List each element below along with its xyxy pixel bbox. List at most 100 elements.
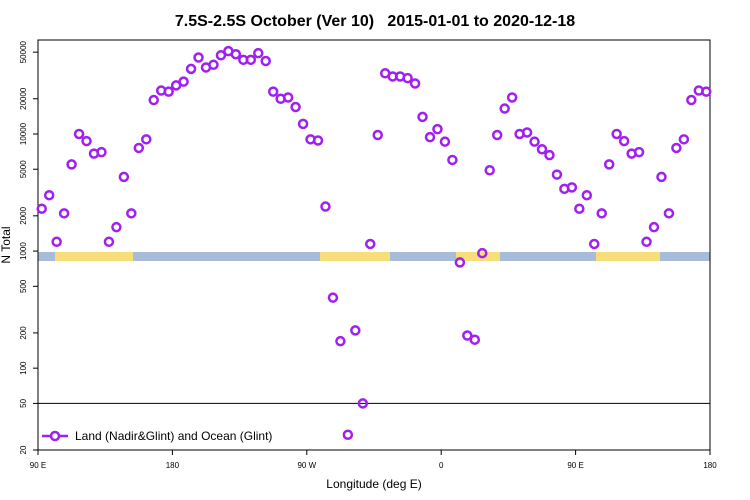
- data-point: [365, 238, 376, 250]
- data-point: [193, 52, 204, 63]
- data-point: [327, 292, 339, 303]
- y-tick-label: 1000: [19, 242, 28, 260]
- y-tick-label: 10000: [19, 122, 28, 145]
- x-tick-label: 180: [703, 461, 717, 470]
- data-point: [36, 203, 47, 214]
- data-point: [43, 189, 55, 201]
- x-tick-label: 90 E: [30, 461, 46, 470]
- data-point: [148, 94, 159, 106]
- legend: Land (Nadir&Glint) and Ocean (Glint): [42, 429, 272, 443]
- data-point: [357, 398, 369, 409]
- land-ocean-strip: [38, 252, 710, 261]
- data-point: [66, 159, 77, 170]
- data-point: [574, 203, 585, 214]
- data-point: [521, 127, 533, 138]
- data-point: [312, 135, 324, 146]
- y-tick-label: 500: [19, 279, 28, 293]
- series: [36, 45, 712, 440]
- data-point: [118, 171, 130, 183]
- y-tick-label: 50: [19, 398, 28, 407]
- data-point: [111, 221, 122, 233]
- data-point: [372, 129, 383, 141]
- data-point: [618, 135, 630, 147]
- y-tick-label: 20000: [19, 87, 28, 110]
- data-point: [282, 92, 294, 103]
- x-tick-label: 0: [439, 461, 444, 470]
- plot-frame: [37, 39, 711, 451]
- y-tick-label: 20: [19, 445, 28, 454]
- data-point: [260, 55, 271, 67]
- data-point: [477, 247, 488, 259]
- legend-marker: [49, 430, 61, 442]
- data-point: [81, 135, 92, 147]
- data-point: [439, 136, 451, 147]
- data-point: [484, 165, 495, 176]
- chart-title: 7.5S-2.5S October (Ver 10) 2015-01-01 to…: [175, 13, 575, 30]
- data-point: [51, 236, 62, 248]
- data-point: [536, 144, 548, 155]
- data-point: [641, 236, 652, 248]
- data-point: [544, 149, 555, 161]
- data-point: [245, 54, 257, 66]
- data-point: [701, 86, 712, 97]
- land-segment: [55, 252, 133, 261]
- data-point: [290, 101, 301, 113]
- data-point: [178, 76, 189, 87]
- data-point: [656, 171, 667, 183]
- data-point: [491, 129, 503, 141]
- data-point: [462, 330, 473, 341]
- x-axis-label: Longitude (deg E): [326, 477, 421, 491]
- y-tick-label: 100: [19, 361, 28, 375]
- data-point: [671, 142, 682, 154]
- data-point: [581, 189, 593, 201]
- data-point: [447, 154, 458, 166]
- data-point: [96, 146, 107, 158]
- land-segment: [596, 252, 660, 261]
- y-tick-label: 2000: [19, 206, 28, 224]
- data-point: [678, 134, 690, 145]
- data-point: [409, 78, 421, 89]
- x-tick-label: 90 E: [567, 461, 583, 470]
- data-point: [432, 123, 443, 135]
- y-axis-label: N Total: [0, 226, 13, 263]
- data-point: [589, 238, 600, 250]
- data-point: [230, 48, 242, 60]
- data-point: [350, 325, 361, 336]
- data-point: [126, 208, 137, 219]
- data-point: [253, 47, 264, 59]
- data-point: [58, 208, 70, 219]
- legend-label: Land (Nadir&Glint) and Ocean (Glint): [75, 429, 272, 443]
- data-point: [208, 59, 219, 71]
- data-point: [424, 131, 436, 143]
- data-point: [454, 257, 466, 268]
- data-point: [633, 146, 645, 158]
- data-point: [611, 128, 622, 140]
- data-point: [297, 118, 309, 130]
- data-point: [686, 94, 697, 106]
- data-point: [499, 103, 510, 114]
- data-point: [185, 63, 197, 75]
- land-segment: [320, 252, 390, 261]
- data-point: [267, 86, 279, 97]
- x-tick-label: 180: [166, 461, 180, 470]
- data-point: [417, 111, 428, 123]
- y-tick-label: 50000: [19, 40, 28, 63]
- data-point: [342, 429, 354, 440]
- data-point: [566, 182, 578, 193]
- data-point: [215, 50, 227, 61]
- data-point: [663, 208, 675, 219]
- y-tick-label: 5000: [19, 160, 28, 178]
- data-point: [648, 221, 660, 233]
- data-point: [469, 334, 481, 345]
- data-point: [103, 236, 115, 248]
- data-point: [163, 86, 174, 97]
- data-point: [402, 72, 413, 84]
- data-point: [141, 134, 152, 145]
- data-point: [133, 142, 145, 154]
- data-point: [320, 201, 331, 212]
- data-point: [335, 335, 346, 347]
- y-tick-label: 200: [19, 326, 28, 340]
- data-point: [603, 159, 615, 170]
